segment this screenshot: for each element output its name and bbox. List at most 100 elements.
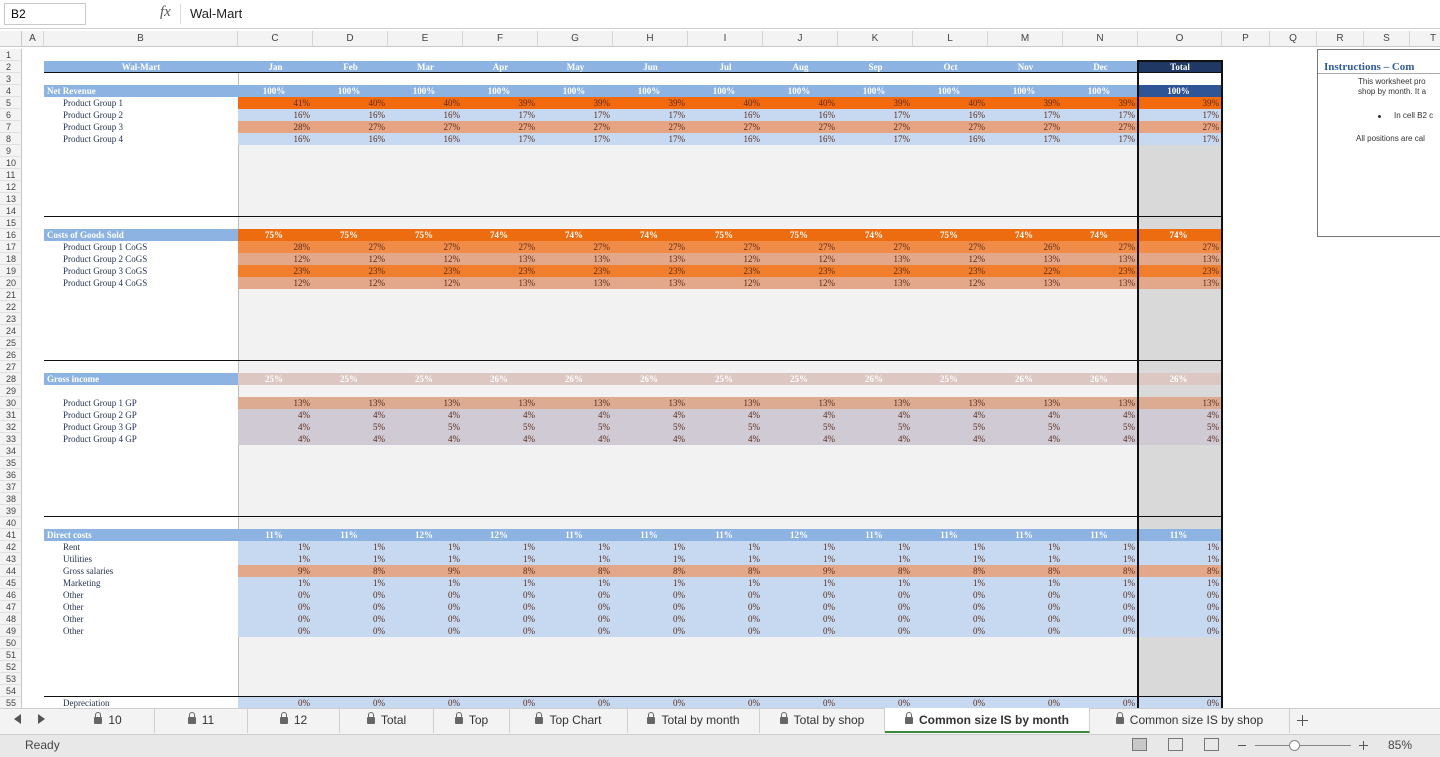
row-number[interactable]: 51 xyxy=(0,649,22,661)
value-cell[interactable]: 1% xyxy=(688,541,763,553)
value-cell[interactable]: 0% xyxy=(238,697,313,709)
value-cell[interactable]: 12% xyxy=(688,253,763,265)
value-cell[interactable]: 13% xyxy=(613,253,688,265)
column-header[interactable]: Q xyxy=(1270,31,1317,47)
value-cell[interactable]: 16% xyxy=(238,133,313,145)
value-cell[interactable]: 1% xyxy=(388,577,463,589)
value-cell[interactable]: 1% xyxy=(838,577,913,589)
value-cell[interactable]: 1% xyxy=(688,553,763,565)
value-cell[interactable]: 11% xyxy=(838,529,913,541)
row-number[interactable]: 5 xyxy=(0,97,22,109)
value-cell[interactable]: 12% xyxy=(763,529,838,541)
value-cell[interactable]: 13% xyxy=(463,277,538,289)
value-cell[interactable]: 11% xyxy=(313,529,388,541)
value-cell[interactable]: 9% xyxy=(238,565,313,577)
value-cell[interactable]: 100% xyxy=(613,85,688,97)
value-cell[interactable]: 0% xyxy=(538,697,613,709)
value-cell[interactable]: 0% xyxy=(763,625,838,637)
row-number[interactable]: 13 xyxy=(0,193,22,205)
value-cell[interactable]: 23% xyxy=(538,265,613,277)
value-cell[interactable]: 0% xyxy=(1138,613,1222,625)
value-cell[interactable]: 74% xyxy=(613,229,688,241)
value-cell[interactable]: 4% xyxy=(1063,433,1138,445)
value-cell[interactable]: 11% xyxy=(238,529,313,541)
value-cell[interactable]: 0% xyxy=(763,601,838,613)
value-cell[interactable]: 4% xyxy=(538,409,613,421)
value-cell[interactable]: 12% xyxy=(913,277,988,289)
column-header[interactable]: J xyxy=(763,31,838,47)
value-cell[interactable]: 27% xyxy=(838,241,913,253)
value-cell[interactable]: 27% xyxy=(763,121,838,133)
value-cell[interactable]: 0% xyxy=(388,589,463,601)
value-cell[interactable]: 23% xyxy=(1063,265,1138,277)
value-cell[interactable]: 74% xyxy=(988,229,1063,241)
value-cell[interactable]: 75% xyxy=(238,229,313,241)
value-cell[interactable]: 23% xyxy=(238,265,313,277)
value-cell[interactable]: 0% xyxy=(613,625,688,637)
row-number[interactable]: 41 xyxy=(0,529,22,541)
value-cell[interactable]: 1% xyxy=(838,553,913,565)
row-number[interactable]: 34 xyxy=(0,445,22,457)
value-cell[interactable]: 1% xyxy=(838,541,913,553)
value-cell[interactable]: 0% xyxy=(838,589,913,601)
value-cell[interactable]: 0% xyxy=(238,613,313,625)
value-cell[interactable]: 0% xyxy=(463,613,538,625)
value-cell[interactable]: 13% xyxy=(838,397,913,409)
sheet-tab[interactable]: Total by month xyxy=(628,708,760,733)
value-cell[interactable]: 0% xyxy=(313,697,388,709)
value-cell[interactable]: 0% xyxy=(538,625,613,637)
column-header[interactable]: K xyxy=(838,31,913,47)
value-cell[interactable]: 4% xyxy=(838,433,913,445)
value-cell[interactable]: 75% xyxy=(913,229,988,241)
value-cell[interactable]: 13% xyxy=(613,277,688,289)
value-cell[interactable]: 1% xyxy=(538,577,613,589)
value-cell[interactable]: 1% xyxy=(463,541,538,553)
value-cell[interactable]: 1% xyxy=(388,541,463,553)
value-cell[interactable]: 17% xyxy=(463,133,538,145)
value-cell[interactable]: 0% xyxy=(538,601,613,613)
value-cell[interactable]: 0% xyxy=(1063,601,1138,613)
value-cell[interactable]: 23% xyxy=(313,265,388,277)
value-cell[interactable]: 4% xyxy=(988,409,1063,421)
column-header[interactable]: C xyxy=(238,31,313,47)
value-cell[interactable]: 0% xyxy=(613,589,688,601)
value-cell[interactable]: 100% xyxy=(313,85,388,97)
value-cell[interactable]: 0% xyxy=(988,589,1063,601)
row-number[interactable]: 52 xyxy=(0,661,22,673)
row-number[interactable]: 42 xyxy=(0,541,22,553)
value-cell[interactable]: 27% xyxy=(613,121,688,133)
value-cell[interactable]: 4% xyxy=(763,433,838,445)
value-cell[interactable]: 0% xyxy=(763,589,838,601)
value-cell[interactable]: 1% xyxy=(238,553,313,565)
value-cell[interactable]: 41% xyxy=(238,97,313,109)
value-cell[interactable]: 17% xyxy=(988,109,1063,121)
value-cell[interactable]: 0% xyxy=(1063,625,1138,637)
value-cell[interactable]: 13% xyxy=(538,277,613,289)
row-number[interactable]: 45 xyxy=(0,577,22,589)
value-cell[interactable]: 0% xyxy=(988,625,1063,637)
value-cell[interactable]: 0% xyxy=(538,589,613,601)
value-cell[interactable]: 12% xyxy=(763,277,838,289)
value-cell[interactable]: 23% xyxy=(388,265,463,277)
nav-prev[interactable] xyxy=(14,714,21,724)
sheet-tab[interactable]: 10 xyxy=(62,708,155,733)
value-cell[interactable]: 27% xyxy=(1138,121,1222,133)
value-cell[interactable]: 23% xyxy=(763,265,838,277)
sheet-tab[interactable]: Top Chart xyxy=(510,708,628,733)
value-cell[interactable]: 100% xyxy=(538,85,613,97)
row-number[interactable]: 30 xyxy=(0,397,22,409)
value-cell[interactable]: 22% xyxy=(988,265,1063,277)
value-cell[interactable]: 23% xyxy=(463,265,538,277)
value-cell[interactable]: 0% xyxy=(1138,601,1222,613)
value-cell[interactable]: 0% xyxy=(388,625,463,637)
column-header[interactable]: P xyxy=(1222,31,1270,47)
value-cell[interactable]: 74% xyxy=(1138,229,1222,241)
value-cell[interactable]: 1% xyxy=(763,577,838,589)
value-cell[interactable]: 8% xyxy=(538,565,613,577)
value-cell[interactable]: 5% xyxy=(538,421,613,433)
value-cell[interactable]: 75% xyxy=(688,229,763,241)
value-cell[interactable]: 1% xyxy=(1138,577,1222,589)
value-cell[interactable]: 1% xyxy=(538,541,613,553)
column-header[interactable]: H xyxy=(613,31,688,47)
column-header[interactable]: I xyxy=(688,31,763,47)
